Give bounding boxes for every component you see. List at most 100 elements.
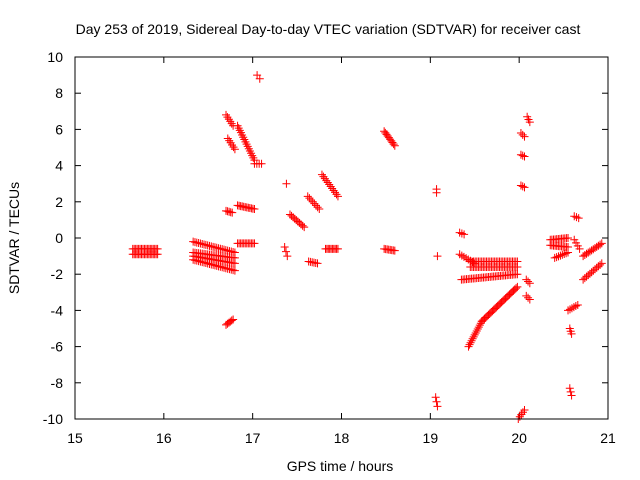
series-s10	[464, 282, 522, 351]
data-point	[513, 282, 522, 291]
y-tick-label: -2	[51, 266, 64, 282]
series-s3	[222, 110, 239, 329]
data-point	[307, 195, 316, 204]
data-point	[520, 132, 529, 141]
data-point	[466, 338, 475, 347]
data-marks	[128, 71, 606, 423]
y-tick-label: 6	[55, 121, 63, 137]
data-point	[597, 239, 606, 248]
data-point	[433, 402, 442, 411]
data-point	[467, 336, 476, 345]
data-point	[282, 179, 291, 188]
data-point	[153, 250, 162, 259]
data-point	[556, 251, 565, 260]
data-point	[474, 323, 483, 332]
data-point	[524, 277, 533, 286]
data-point	[596, 240, 605, 249]
data-point	[513, 270, 522, 279]
data-point	[227, 316, 236, 325]
data-point	[311, 201, 320, 210]
data-point	[520, 405, 529, 414]
data-point	[298, 221, 307, 230]
data-point	[229, 315, 238, 324]
data-point	[566, 387, 575, 396]
x-tick-label: 19	[423, 430, 439, 446]
data-point	[468, 334, 477, 343]
data-point	[460, 230, 469, 239]
plot-frame	[74, 56, 609, 420]
series-s4	[233, 121, 266, 248]
data-point	[524, 293, 533, 302]
data-point	[432, 397, 441, 406]
data-point	[230, 259, 239, 268]
data-point	[315, 205, 324, 214]
y-tick-label: -4	[51, 302, 64, 318]
y-tick-label: -10	[43, 411, 63, 427]
x-tick-label: 20	[511, 430, 527, 446]
data-point	[518, 151, 527, 160]
y-tick-label: -6	[51, 339, 64, 355]
data-point	[433, 252, 442, 261]
data-point	[457, 251, 466, 260]
x-axis-label: GPS time / hours	[287, 458, 394, 474]
data-point	[473, 325, 482, 334]
data-point	[564, 234, 573, 242]
data-point	[516, 150, 525, 159]
data-point	[567, 391, 576, 400]
x-tick-label: 16	[156, 430, 172, 446]
data-point	[230, 266, 239, 275]
data-point	[522, 275, 531, 284]
data-point	[283, 252, 292, 261]
data-point	[516, 129, 525, 138]
data-point	[464, 255, 473, 264]
data-point	[303, 192, 312, 201]
data-point	[255, 74, 264, 83]
y-tick-label: 4	[55, 158, 63, 174]
data-point	[525, 295, 534, 304]
data-point	[464, 342, 473, 351]
data-point	[516, 181, 525, 190]
data-point	[565, 384, 574, 393]
series-s12	[546, 212, 584, 400]
data-point	[513, 262, 522, 271]
data-point	[520, 152, 529, 161]
data-point	[462, 254, 471, 263]
data-point	[455, 250, 464, 259]
data-point	[390, 141, 399, 150]
data-point	[471, 328, 480, 337]
data-point	[333, 192, 342, 201]
chart-title: Day 253 of 2019, Sidereal Day-to-day VTE…	[76, 21, 581, 37]
x-tick-label: 15	[67, 430, 83, 446]
data-point	[257, 159, 266, 168]
data-point	[554, 252, 563, 261]
data-point	[431, 393, 440, 402]
data-point	[567, 329, 576, 338]
data-point	[469, 332, 478, 341]
series-s7	[380, 127, 399, 255]
data-point	[518, 182, 527, 191]
data-point	[281, 247, 290, 256]
data-point	[389, 140, 398, 149]
data-point	[230, 145, 239, 154]
data-point	[250, 205, 259, 214]
y-axis-label: SDTVAR / TECUs	[6, 182, 22, 294]
data-point	[305, 194, 314, 203]
data-point	[310, 199, 319, 208]
data-point	[390, 246, 399, 255]
data-point	[575, 244, 584, 253]
x-tick-label: 21	[600, 430, 616, 446]
data-point	[596, 260, 605, 269]
data-point	[313, 259, 322, 268]
data-point	[465, 340, 474, 349]
data-point	[512, 284, 521, 293]
data-point	[250, 239, 259, 248]
y-tick-label: 2	[55, 194, 63, 210]
y-tick-label: 8	[55, 85, 63, 101]
series-s1	[128, 244, 162, 259]
data-point	[520, 183, 529, 192]
x-tick-label: 17	[245, 430, 261, 446]
data-point	[280, 243, 289, 252]
y-tick-label: -8	[51, 375, 64, 391]
